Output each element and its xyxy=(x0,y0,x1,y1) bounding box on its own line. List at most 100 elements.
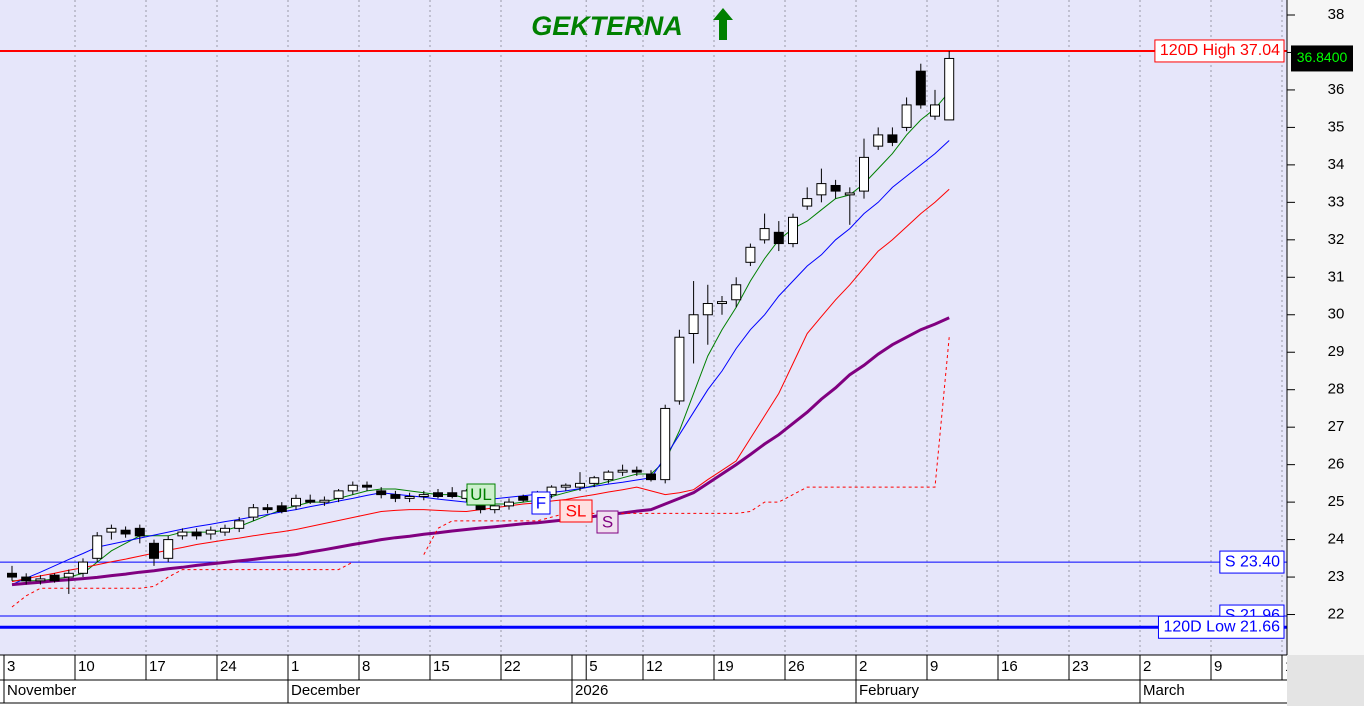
level-label: S 23.40 xyxy=(1225,553,1280,570)
x-tick-label: 16 xyxy=(1001,658,1018,675)
candle-body xyxy=(518,495,529,501)
candle-body xyxy=(759,228,770,241)
candle-body xyxy=(7,572,17,578)
candle-body xyxy=(603,471,614,481)
month-label: November xyxy=(7,682,76,699)
trend-arrow xyxy=(713,8,733,40)
candle-body xyxy=(859,156,869,192)
candle-body xyxy=(915,70,926,106)
candle-body xyxy=(717,301,727,305)
x-tick-label: 24 xyxy=(220,658,237,675)
last-price-label: 36.8400 xyxy=(1297,49,1348,65)
candle-body xyxy=(248,507,259,518)
candle-body xyxy=(78,561,88,574)
candle-body xyxy=(191,531,202,537)
level-label: 120D High 37.04 xyxy=(1160,42,1280,59)
candle-body xyxy=(276,505,287,512)
candle-body xyxy=(873,134,884,147)
x-tick-label: 5 xyxy=(589,658,597,675)
candle-body xyxy=(631,469,642,473)
x-tick-label: 17 xyxy=(149,658,166,675)
tag-box xyxy=(531,491,551,515)
x-tick-label: 22 xyxy=(504,658,521,675)
candle-body xyxy=(546,486,557,496)
tag-box xyxy=(466,483,496,506)
y-tick-label: 36 xyxy=(1328,81,1345,98)
y-tick-label: 31 xyxy=(1328,268,1345,285)
candle-body xyxy=(901,104,912,128)
tag-label: S xyxy=(602,512,613,531)
x-tick-label: 9 xyxy=(1214,658,1222,675)
month-label: 2026 xyxy=(575,682,608,699)
candle-body xyxy=(362,484,372,488)
candle-body xyxy=(404,495,415,499)
x-tick-label: 1 xyxy=(291,658,299,675)
x-tick-label: 26 xyxy=(788,658,805,675)
y-tick-label: 29 xyxy=(1328,343,1345,360)
candle-body xyxy=(830,184,841,192)
candle-body xyxy=(106,527,117,533)
y-tick-label: 22 xyxy=(1328,605,1345,622)
y-tick-label: 35 xyxy=(1328,118,1345,135)
x-tick-label: 9 xyxy=(930,658,938,675)
candle-body xyxy=(35,578,46,582)
candle-body xyxy=(163,539,174,559)
candle-body xyxy=(930,104,940,117)
month-label: December xyxy=(291,682,360,699)
tag-label: UL xyxy=(470,485,492,504)
candle-body xyxy=(773,231,784,245)
candle-body xyxy=(418,494,429,497)
candle-body xyxy=(887,134,898,143)
candle-body xyxy=(688,314,699,334)
y-tick-label: 26 xyxy=(1328,456,1345,473)
candle-body xyxy=(447,492,458,497)
x-tick-label: 12 xyxy=(646,658,663,675)
candle-body xyxy=(617,469,628,473)
candle-body xyxy=(220,527,230,533)
candle-body xyxy=(177,531,188,537)
candle-body xyxy=(802,198,813,207)
y-tick-label: 38 xyxy=(1328,6,1345,23)
level-label-box xyxy=(1219,550,1285,574)
axis-background xyxy=(1287,0,1364,655)
candle-body xyxy=(319,499,330,503)
y-tick-label: 24 xyxy=(1328,531,1345,548)
x-tick-label: 3 xyxy=(7,658,15,675)
x-tick-label: 2 xyxy=(859,658,867,675)
x-tick-label: 19 xyxy=(717,658,734,675)
candle-body xyxy=(944,57,955,121)
level-label: 120D Low 21.66 xyxy=(1163,618,1280,635)
tag-box xyxy=(596,510,619,534)
candle-body xyxy=(92,535,103,559)
x-tick-label: 23 xyxy=(1072,658,1089,675)
candle-body xyxy=(333,490,344,499)
level-label-box xyxy=(1157,615,1285,639)
candle-body xyxy=(291,497,301,507)
candle-body xyxy=(816,183,827,196)
last-price-box xyxy=(1291,45,1353,72)
x-tick-label: 10 xyxy=(78,658,95,675)
tag-label: SL xyxy=(566,501,587,520)
y-tick-label: 28 xyxy=(1328,381,1345,398)
candle-body xyxy=(120,529,131,535)
candle-body xyxy=(149,542,159,559)
y-tick-label: 33 xyxy=(1328,193,1345,210)
candle-body xyxy=(731,284,742,301)
candle-body xyxy=(844,192,855,196)
candle-body xyxy=(21,576,32,582)
chart-title: GEKTERNA xyxy=(531,11,683,41)
y-tick-label: 32 xyxy=(1328,231,1345,248)
corner xyxy=(1287,655,1364,706)
candle-body xyxy=(262,507,273,511)
y-tick-label: 25 xyxy=(1328,493,1345,510)
candle-body xyxy=(134,527,145,537)
month-label: February xyxy=(859,682,920,699)
candle-body xyxy=(49,574,60,582)
y-tick-label: 23 xyxy=(1328,568,1345,585)
level-label-box xyxy=(1154,39,1285,63)
y-tick-label: 34 xyxy=(1328,156,1345,173)
candle-body xyxy=(674,336,685,402)
candle-body xyxy=(234,520,245,529)
